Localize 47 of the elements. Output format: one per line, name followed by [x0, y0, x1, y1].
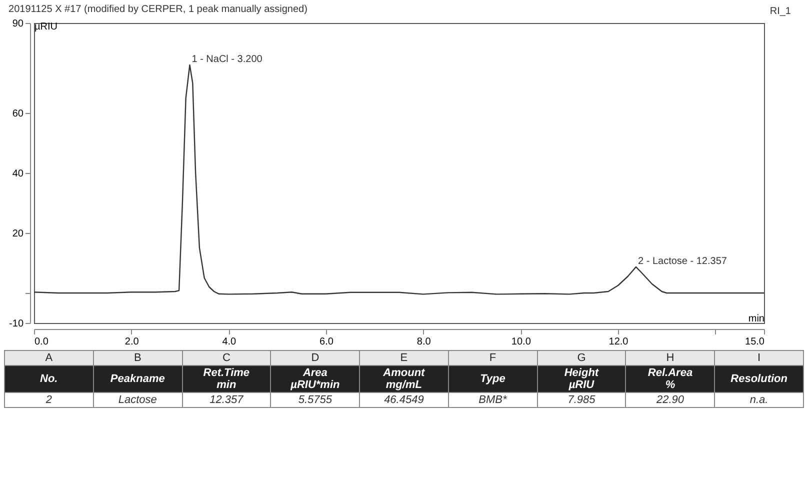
x-tick-label: 15.0 [745, 336, 765, 348]
text: 46.4549 [360, 392, 448, 408]
text: 7.985 [537, 392, 626, 408]
x-tick-label: 8.0 [416, 336, 432, 348]
text: B [93, 350, 182, 366]
text: D [270, 350, 360, 366]
text: RI_1 [770, 6, 791, 17]
text: Resolution [714, 366, 804, 392]
text: Height µRIU [537, 366, 626, 392]
y-tick-label: 60 [12, 108, 24, 120]
text: H [626, 350, 715, 366]
text: Type [448, 366, 538, 392]
annotation: 1 - NaCl - 3.200 [192, 54, 263, 65]
text: I [714, 350, 804, 366]
y-tick-label: -10 [9, 318, 24, 330]
text: 22.90 [626, 392, 715, 408]
text: A [4, 350, 94, 366]
x-tick-label: 6.0 [320, 336, 334, 348]
text: 2 [4, 392, 94, 408]
y-tick-label: 90 [12, 18, 24, 30]
x-tick-label: 12.0 [608, 336, 629, 348]
text: Lactose [93, 392, 182, 408]
text: n.a. [714, 392, 804, 408]
x-tick-label: 0.0 [34, 336, 49, 348]
text: Rel.Area % [626, 366, 715, 392]
x-axis-title: min [748, 314, 764, 324]
text: Amount mg/mL [360, 366, 448, 392]
x-tick-label: 10.0 [511, 336, 532, 348]
y-axis-title: µRIU [34, 22, 58, 32]
text: F [448, 350, 538, 366]
text: No. [4, 366, 94, 392]
x-tick-label: 2.0 [124, 336, 140, 348]
text: Ret.Time min [182, 366, 271, 392]
y-tick-label: 20 [12, 228, 24, 240]
chart-title: 20191125 X #17 (modified by CERPER, 1 peak manually assigned) [8, 4, 308, 15]
text: 5.5755 [270, 392, 360, 408]
text: Peakname [93, 366, 182, 392]
annotation: 2 - Lactose - 12.357 [638, 256, 728, 267]
line-series [33, 64, 765, 295]
text: E [360, 350, 448, 366]
text: BMB* [448, 392, 538, 408]
text: Area µRIU*min [270, 366, 360, 392]
text: C [182, 350, 271, 366]
y-tick-label: 40 [12, 168, 24, 180]
text: 12.357 [182, 392, 271, 408]
text: G [537, 350, 626, 366]
x-tick-label: 4.0 [222, 336, 237, 348]
